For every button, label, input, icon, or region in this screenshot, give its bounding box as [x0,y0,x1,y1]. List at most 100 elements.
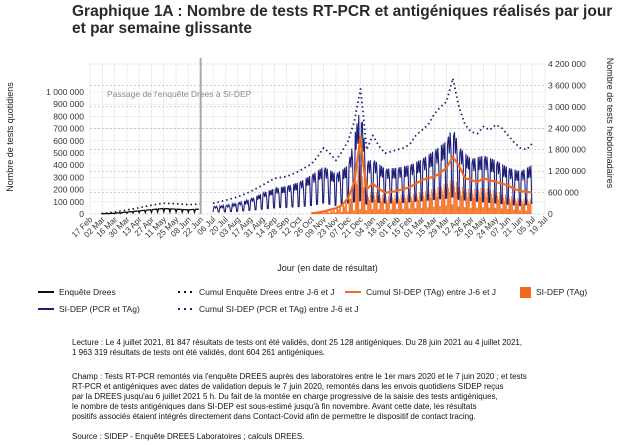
y-right-tick-label: 600 000 [548,188,579,198]
tag-bar [368,200,370,214]
scope-note-line: Champ : Tests RT-PCR remontés via l'enqu… [72,372,527,381]
tag-bar [527,201,529,214]
tag-bar [438,190,440,214]
chart-title: Graphique 1A : Nombre de tests RT-PCR et… [72,3,627,37]
drees-daily-line [101,207,199,215]
chart-marks [101,77,533,215]
y-left-tick-label: 700 000 [53,124,84,134]
x-axis-title: Jour (en date de résultat) [277,263,378,273]
tag-bar [516,203,518,214]
tag-bar [515,200,517,214]
scope-note-line: par la DREES jusqu'au 6 juillet 2021 5 h… [72,392,498,401]
tag-bar [506,197,507,214]
tag-bar [497,195,499,214]
tag-bar [431,189,433,214]
legend-label: Cumul Enquête Drees entre J-6 et J [199,287,335,297]
tag-bar [513,209,515,214]
y-left-tick-label: 500 000 [53,148,84,158]
tag-bar [408,208,410,214]
tag-bar [484,188,485,214]
tag-bar [423,195,425,214]
tag-bar [346,203,347,214]
tag-bar [400,194,402,214]
tag-bar [340,212,342,214]
tag-bar [411,197,412,214]
tag-bar [526,210,528,214]
tag-bar [521,201,523,214]
tag-bar [441,186,442,214]
tag-bar [495,207,497,214]
y-left-tick-label: 300 000 [53,172,84,182]
tag-bar [407,197,409,214]
tag-bar [456,187,458,214]
tag-bar [524,200,526,214]
scope-note-line: positifs associés étaient intégrés direc… [72,412,476,421]
tag-bar [341,212,343,214]
tag-bar [324,211,325,214]
tag-bar [450,184,452,214]
tag-bar [339,207,341,214]
tag-bar [528,203,530,214]
tag-bar [394,195,396,214]
tag-weekly-line [311,136,532,215]
tag-bar [418,199,419,214]
tag-bar [352,189,354,214]
tag-bar [483,207,484,214]
reading-note-line: Lecture : Le 4 juillet 2021, 81 847 résu… [72,338,523,347]
y-right-tick-label: 1 200 000 [548,166,586,176]
tag-bar [468,188,470,214]
reading-note-line: 1 963 319 résultats de tests ont été val… [72,348,326,357]
y-right-tick-label: 1 800 000 [548,145,586,155]
tag-bar [440,206,441,214]
tag-bar [523,198,525,214]
y-right-tick-label: 3 600 000 [548,80,586,90]
legend-label: Cumul SI-DEP (TAg) entre J-6 et J [366,287,496,297]
tag-bar [413,196,415,214]
tag-bar [348,198,350,214]
tag-bar [370,194,372,214]
tag-bar [503,197,505,214]
tag-bar [397,195,399,214]
chart-axes: 0 100 000 200 000 300 000 400 000 500 000 600 … [5,58,615,273]
source-note: Source : SIDEP - Enquête DREES Laboratoi… [72,432,305,441]
tag-bar [383,209,385,214]
tag-bar [501,208,503,214]
tag-bar [405,201,407,214]
tag-bar [439,206,441,214]
tag-bar [361,164,362,214]
tag-bar [326,211,328,214]
y-right-tick-label: 3 000 000 [548,102,586,112]
tag-bar [378,209,380,214]
tag-bar [410,194,412,214]
tag-bar [320,212,322,214]
scope-note-line: RT-PCR et antigéniques avec dates de val… [72,382,504,391]
tag-bar [462,186,463,214]
tag-bar [493,193,495,214]
tag-bar [480,187,482,214]
tag-bar [360,209,361,214]
y-left-tick-label: 200 000 [53,185,84,195]
tag-bar [412,193,414,214]
legend-label: SI-DEP (PCR et TAg) [59,304,140,314]
y-left-tick-label: 400 000 [53,160,84,170]
y-left-tick-label: 1 000 000 [46,87,84,97]
tag-bar [402,208,404,214]
tag-bar [485,197,487,214]
tag-bar [473,197,475,214]
tag-bar [481,191,483,214]
tag-bar [511,196,513,214]
tag-bar [520,199,522,214]
tag-bar [412,200,413,214]
tag-bar [466,193,468,214]
tag-bar [339,206,340,214]
y-left-tick-label: 900 000 [53,99,84,109]
tag-bar [393,201,395,214]
tag-bar [465,188,467,214]
legend-label: Cumul SI-DEP (PCR et TAg) entre J-6 et J [199,304,359,314]
tag-bar [419,195,421,214]
sidep-daily-line [212,114,533,213]
tag-bar [354,177,356,214]
chart: Passage de l'enquête Drees à SI-DEP 0 100… [5,58,615,314]
drees-weekly-line [101,202,200,215]
tag-bar [448,192,450,214]
